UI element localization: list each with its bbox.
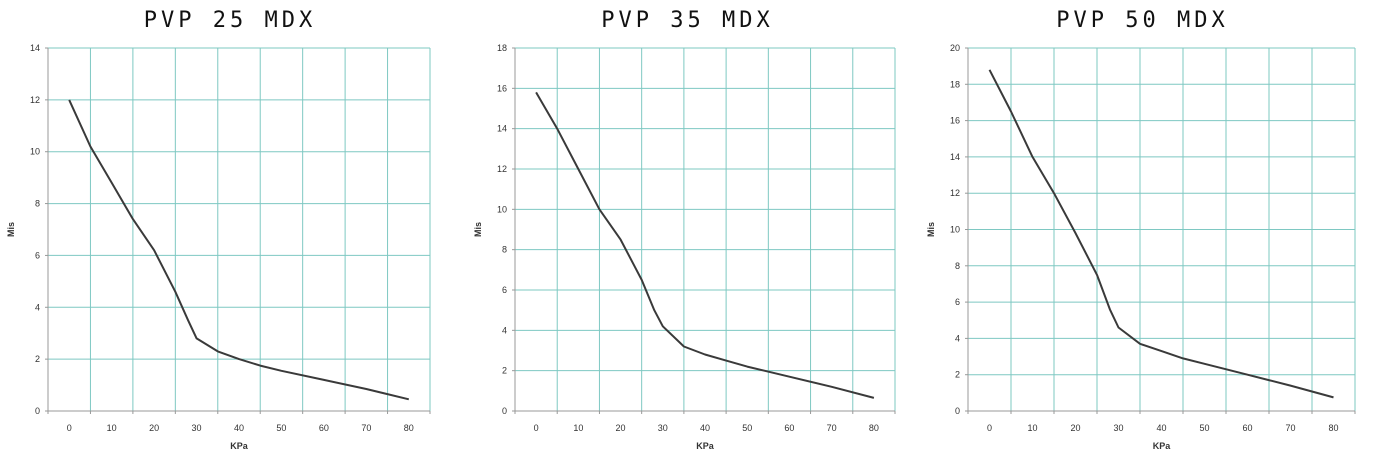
x-tick-label: 30 bbox=[192, 423, 202, 433]
x-tick-label: 80 bbox=[1328, 423, 1338, 433]
x-tick-label: 60 bbox=[784, 423, 794, 433]
chart-panel-pvp35: PVP 35 MDX 0 2 4 6 8 10 12 14 16 18 0 10 20 30 40 50 60 7… bbox=[465, 0, 910, 460]
x-tick-label: 0 bbox=[987, 423, 992, 433]
x-tick-label: 50 bbox=[1199, 423, 1209, 433]
y-tick-label: 0 bbox=[955, 406, 960, 416]
x-tick-label: 70 bbox=[1285, 423, 1295, 433]
y-axis-label: Mis bbox=[926, 222, 936, 237]
y-tick-label: 0 bbox=[35, 406, 40, 416]
x-tick-label: 40 bbox=[234, 423, 244, 433]
y-tick-label: 2 bbox=[502, 366, 507, 376]
y-tick-label: 4 bbox=[955, 333, 960, 343]
y-tick-label: 14 bbox=[950, 152, 960, 162]
x-tick-label: 80 bbox=[404, 423, 414, 433]
y-tick-label: 18 bbox=[497, 43, 507, 53]
y-tick-label: 14 bbox=[497, 124, 507, 134]
y-tick-label: 8 bbox=[35, 199, 40, 209]
x-tick-label: 30 bbox=[1113, 423, 1123, 433]
y-tick-label: 12 bbox=[497, 164, 507, 174]
x-tick-label: 30 bbox=[658, 423, 668, 433]
chart-title: PVP 25 MDX bbox=[143, 8, 317, 33]
y-tick-label: 4 bbox=[35, 302, 40, 312]
y-tick-label: 6 bbox=[955, 297, 960, 307]
chart-title: PVP 50 MDX bbox=[1056, 8, 1229, 33]
y-tick-label: 0 bbox=[502, 406, 507, 416]
y-tick-label: 2 bbox=[35, 354, 40, 364]
y-tick-label: 4 bbox=[502, 325, 507, 335]
series-line bbox=[68, 99, 410, 401]
y-tick-label: 20 bbox=[950, 43, 960, 53]
x-tick-label: 10 bbox=[107, 423, 117, 433]
y-axis-label: Mis bbox=[6, 222, 16, 237]
x-tick-label: 80 bbox=[869, 423, 879, 433]
x-tick-label: 0 bbox=[534, 423, 539, 433]
y-tick-label: 16 bbox=[950, 116, 960, 126]
y-axis-label: Mis bbox=[473, 222, 483, 237]
y-tick-label: 8 bbox=[502, 245, 507, 255]
x-tick-label: 60 bbox=[319, 423, 329, 433]
y-tick-label: 8 bbox=[955, 261, 960, 271]
x-axis-label: KPa bbox=[696, 441, 715, 451]
y-tick-label: 18 bbox=[950, 79, 960, 89]
chart-svg: 0 2 4 6 8 10 12 14 16 18 0 10 20 30 40 50 60 70 80 KPa Mis bbox=[473, 43, 896, 451]
y-tick-label: 12 bbox=[30, 95, 40, 105]
x-tick-label: 20 bbox=[616, 423, 626, 433]
x-tick-label: 50 bbox=[276, 423, 286, 433]
series-line bbox=[535, 91, 875, 399]
chart-title: PVP 35 MDX bbox=[601, 8, 774, 33]
chart-svg: 0 2 4 6 8 10 12 14 0 10 20 30 40 50 60 70 80 KPa Mis bbox=[6, 43, 431, 451]
x-tick-label: 20 bbox=[149, 423, 159, 433]
y-tick-label: 12 bbox=[950, 188, 960, 198]
y-tick-label: 2 bbox=[955, 370, 960, 380]
x-tick-label: 40 bbox=[1156, 423, 1166, 433]
y-tick-label: 10 bbox=[950, 225, 960, 235]
x-tick-label: 40 bbox=[700, 423, 710, 433]
x-tick-label: 0 bbox=[67, 423, 72, 433]
x-tick-label: 70 bbox=[361, 423, 371, 433]
y-tick-label: 16 bbox=[497, 83, 507, 93]
y-tick-label: 6 bbox=[35, 250, 40, 260]
x-tick-label: 60 bbox=[1242, 423, 1252, 433]
y-tick-label: 10 bbox=[497, 204, 507, 214]
y-tick-label: 14 bbox=[30, 43, 40, 53]
x-tick-label: 70 bbox=[827, 423, 837, 433]
y-tick-label: 10 bbox=[30, 147, 40, 157]
x-tick-label: 10 bbox=[1027, 423, 1037, 433]
x-tick-label: 50 bbox=[742, 423, 752, 433]
x-tick-label: 10 bbox=[573, 423, 583, 433]
y-tick-label: 6 bbox=[502, 285, 507, 295]
chart-panel-pvp50: PVP 50 MDX 0 2 4 6 8 10 12 14 16 18 20 0 10 20 30 40 50 6… bbox=[910, 0, 1375, 460]
chart-panel-pvp25: PVP 25 MDX 0 2 4 6 8 10 12 14 0 10 20 30 40 50 60 70 80 K… bbox=[0, 0, 460, 460]
x-tick-label: 20 bbox=[1070, 423, 1080, 433]
chart-svg: 0 2 4 6 8 10 12 14 16 18 20 0 10 20 30 40 50 60 70 80 KPa Mis bbox=[926, 43, 1356, 451]
x-axis-label: KPa bbox=[1153, 441, 1172, 451]
x-axis-label: KPa bbox=[230, 441, 249, 451]
series-line bbox=[988, 69, 1334, 399]
